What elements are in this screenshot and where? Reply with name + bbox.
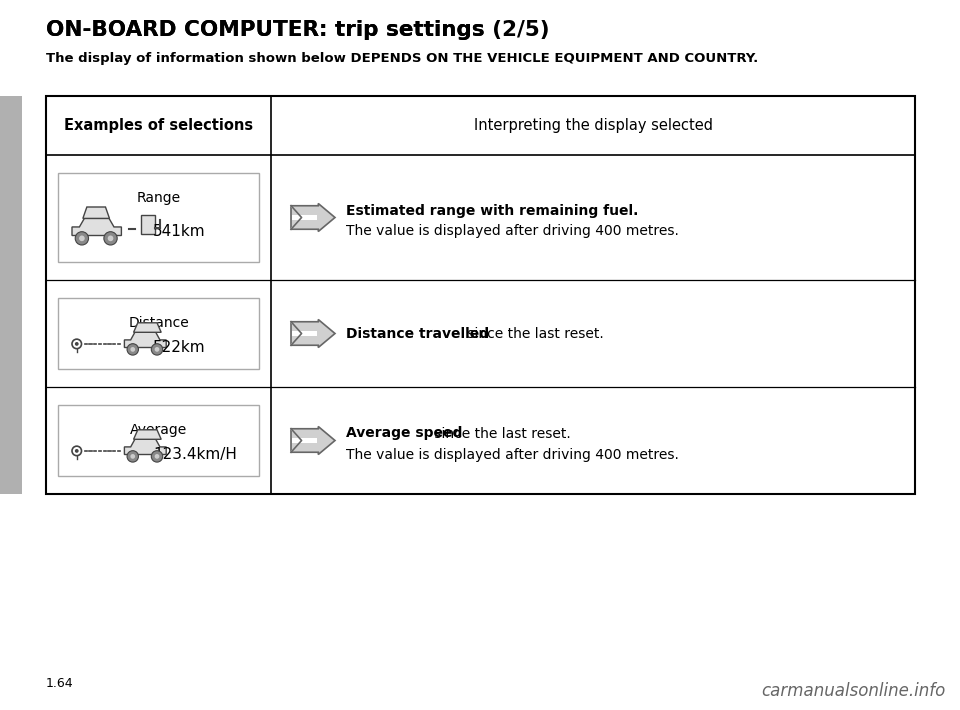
Polygon shape bbox=[292, 438, 317, 443]
Polygon shape bbox=[292, 331, 317, 336]
Text: Range: Range bbox=[136, 191, 180, 205]
Circle shape bbox=[75, 342, 79, 346]
Text: since the last reset.: since the last reset. bbox=[430, 427, 571, 440]
Polygon shape bbox=[83, 207, 109, 219]
Text: carmanualsonline.info: carmanualsonline.info bbox=[760, 682, 945, 700]
Circle shape bbox=[75, 449, 79, 453]
Circle shape bbox=[152, 344, 162, 355]
Circle shape bbox=[75, 231, 88, 245]
Circle shape bbox=[104, 231, 117, 245]
Polygon shape bbox=[72, 219, 121, 236]
Text: 123.4km/H: 123.4km/H bbox=[153, 447, 237, 462]
Text: Interpreting the display selected: Interpreting the display selected bbox=[473, 118, 712, 133]
Text: Distance travelled: Distance travelled bbox=[346, 327, 490, 341]
Polygon shape bbox=[291, 204, 335, 231]
Bar bbox=[0, 96, 22, 494]
Circle shape bbox=[131, 347, 135, 351]
Text: ON-BOARD COMPUTER: trip settings (2/5): ON-BOARD COMPUTER: trip settings (2/5) bbox=[46, 20, 550, 40]
Polygon shape bbox=[290, 322, 301, 345]
Text: The value is displayed after driving 400 metres.: The value is displayed after driving 400… bbox=[346, 224, 679, 239]
Circle shape bbox=[155, 454, 159, 459]
Circle shape bbox=[108, 236, 113, 241]
Bar bbox=[58, 298, 259, 369]
Text: Average speed: Average speed bbox=[346, 427, 463, 440]
Text: Distance: Distance bbox=[128, 316, 189, 330]
Text: The value is displayed after driving 400 metres.: The value is displayed after driving 400… bbox=[346, 447, 679, 462]
Polygon shape bbox=[133, 430, 161, 439]
Text: The display of information shown below DEPENDS ON THE VEHICLE EQUIPMENT AND COUN: The display of information shown below D… bbox=[46, 52, 758, 65]
Text: since the last reset.: since the last reset. bbox=[463, 327, 604, 341]
Circle shape bbox=[79, 236, 84, 241]
Text: ON-BOARD COMPUTER: trip settings: ON-BOARD COMPUTER: trip settings bbox=[46, 20, 492, 40]
Polygon shape bbox=[290, 206, 301, 229]
Polygon shape bbox=[291, 427, 335, 454]
Bar bbox=[141, 215, 155, 234]
Circle shape bbox=[127, 344, 138, 355]
Text: 522km: 522km bbox=[153, 340, 205, 355]
Circle shape bbox=[152, 451, 162, 462]
Text: 541km: 541km bbox=[153, 224, 205, 239]
Circle shape bbox=[127, 451, 138, 462]
Polygon shape bbox=[133, 323, 161, 332]
Polygon shape bbox=[290, 429, 301, 452]
Text: Average: Average bbox=[130, 423, 187, 437]
Polygon shape bbox=[125, 439, 166, 454]
Text: Estimated range with remaining fuel.: Estimated range with remaining fuel. bbox=[346, 204, 638, 217]
Text: Examples of selections: Examples of selections bbox=[64, 118, 253, 133]
Text: 1.64: 1.64 bbox=[46, 677, 74, 690]
Circle shape bbox=[155, 347, 159, 351]
Polygon shape bbox=[125, 332, 166, 347]
Bar bbox=[46, 96, 915, 494]
Circle shape bbox=[131, 454, 135, 459]
Bar bbox=[58, 405, 259, 476]
Polygon shape bbox=[291, 320, 335, 347]
Bar bbox=[58, 173, 259, 262]
Polygon shape bbox=[292, 215, 317, 220]
